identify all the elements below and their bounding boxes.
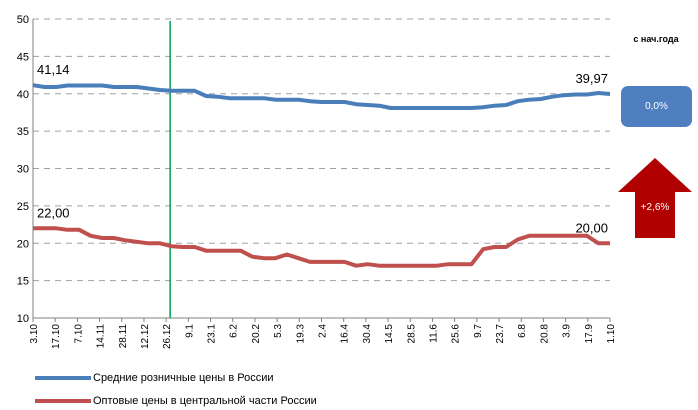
y-tick-label: 40 [17, 89, 29, 101]
x-tick-label: 23.7 [495, 324, 506, 344]
x-tick-label: 3.9 [562, 324, 573, 338]
x-tick-label: 26.12 [162, 324, 173, 349]
x-tick-label: 17.10 [51, 324, 62, 349]
legend-label-retail: Средние розничные цены в России [93, 372, 274, 384]
first-value-label: 41,14 [37, 62, 70, 77]
series-line-retail [32, 83, 611, 110]
x-tick-label: 28.11 [118, 324, 129, 349]
series-lines [32, 83, 611, 268]
x-tick-label: 20.2 [251, 324, 262, 344]
y-tick-label: 10 [17, 313, 29, 325]
x-tick-label: 1.10 [606, 324, 617, 344]
y-tick-label: 25 [17, 201, 29, 213]
x-tick-label: 11.6 [428, 324, 439, 343]
retail-change-value: 0,0% [645, 101, 668, 112]
legend-label-wholesale: Оптовые цены в центральной части России [93, 395, 317, 407]
y-tick-labels: 10 15 20 25 30 35 40 45 50 [17, 14, 29, 325]
x-tick-label: 16.4 [340, 324, 351, 344]
x-tick-label: 19.3 [295, 324, 306, 344]
first-value-label: 22,00 [37, 205, 70, 220]
y-tick-label: 50 [17, 14, 29, 26]
y-tick-label: 45 [17, 51, 29, 63]
last-value-label: 39,97 [575, 71, 608, 86]
x-tick-label: 30.4 [362, 324, 373, 344]
x-tick-label: 9.7 [473, 324, 484, 338]
x-tick-label: 23.1 [207, 324, 218, 344]
y-tick-label: 20 [17, 238, 29, 250]
x-tick-labels: 3.10 17.10 7.10 14.11 28.11 12.12 26.12 9.1 23.1… [29, 324, 617, 349]
x-tick-label: 6.2 [229, 324, 240, 338]
axes [32, 19, 611, 322]
x-tick-label: 14.5 [384, 324, 395, 344]
legend-swatch-retail [35, 376, 91, 380]
series-line-wholesale [33, 226, 610, 268]
retail-change-box: 0,0% [621, 86, 692, 127]
x-tick-label: 3.10 [29, 324, 40, 344]
x-tick-label: 25.6 [451, 324, 462, 344]
x-tick-label: 2.4 [318, 324, 329, 338]
x-tick-label: 7.10 [73, 324, 84, 344]
x-tick-label: 5.3 [273, 324, 284, 338]
y-tick-label: 15 [17, 276, 29, 288]
x-tick-label: 17.9 [584, 324, 595, 344]
side-panel-title: с нач.года [633, 34, 679, 44]
legend-swatch-wholesale [35, 399, 91, 403]
legend-item-retail: Средние розничные цены в России [35, 372, 635, 384]
wholesale-change-value: +2,6% [641, 202, 670, 213]
x-tick-label: 20.8 [539, 324, 550, 344]
x-tick-label: 12.12 [140, 324, 151, 349]
legend-item-wholesale: Оптовые цены в центральной части России [35, 395, 635, 407]
y-tick-label: 35 [17, 126, 29, 138]
x-tick-label: 14.11 [96, 324, 107, 349]
last-value-label: 20,00 [575, 220, 608, 235]
x-tick-label: 28.5 [406, 324, 417, 344]
wholesale-up-arrow-icon: +2,6% [618, 158, 692, 238]
x-tick-label: 6.8 [517, 324, 528, 338]
y-tick-label: 30 [17, 164, 29, 176]
gridlines [33, 18, 610, 282]
data-labels: 41,14 39,97 22,00 20,00 [37, 62, 608, 235]
x-tick-label: 9.1 [184, 324, 195, 338]
